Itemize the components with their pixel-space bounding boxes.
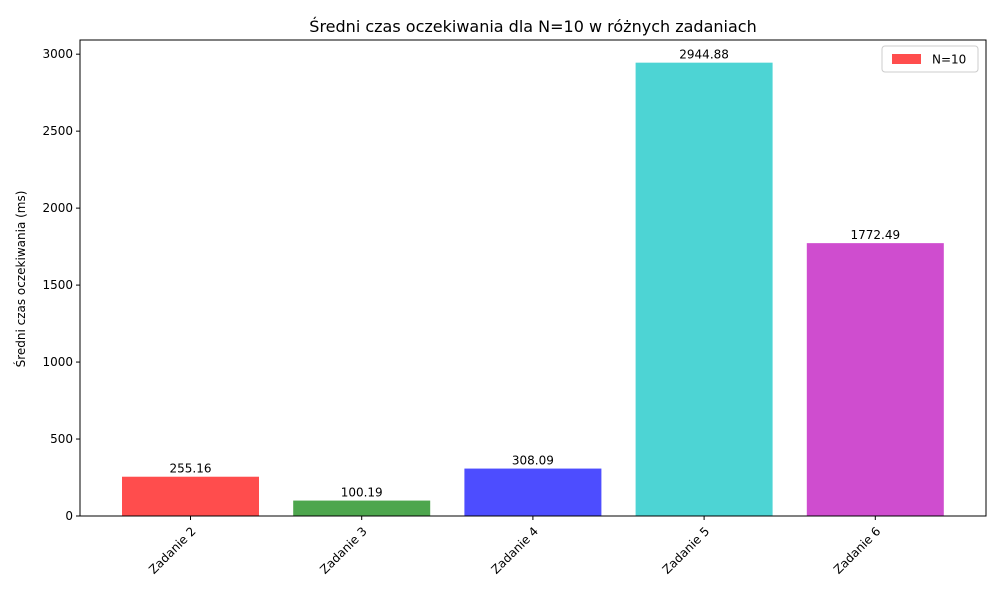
y-tick-label: 2000 bbox=[42, 201, 73, 215]
data-label: 308.09 bbox=[512, 454, 554, 468]
data-label: 2944.88 bbox=[679, 48, 729, 62]
plot-area: 255.16 Zadanie 2 100.19 Zadanie 3 308.09 Zada… bbox=[42, 39, 987, 577]
x-tick-label: Zadanie 3 bbox=[317, 524, 370, 577]
data-label: 100.19 bbox=[341, 486, 383, 500]
x-tick-label: Zadanie 6 bbox=[831, 524, 884, 577]
y-tick-label: 2500 bbox=[42, 124, 73, 138]
y-tick-label: 500 bbox=[50, 432, 73, 446]
y-tick-label: 3000 bbox=[42, 47, 73, 61]
x-tick-label: Zadanie 4 bbox=[488, 524, 541, 577]
bar bbox=[635, 62, 773, 517]
y-tick-label: 1500 bbox=[42, 278, 73, 292]
y-axis-label: Średni czas oczekiwania (ms) bbox=[13, 191, 28, 368]
x-tick-label: Zadanie 5 bbox=[660, 524, 713, 577]
legend: N=10 bbox=[881, 45, 979, 73]
data-label: 255.16 bbox=[170, 462, 212, 476]
legend-swatch bbox=[892, 54, 921, 64]
bar bbox=[122, 476, 259, 516]
bar bbox=[806, 243, 944, 516]
bar bbox=[293, 500, 431, 516]
plot-frame bbox=[79, 39, 987, 517]
bar bbox=[464, 468, 602, 516]
x-tick-label: Zadanie 2 bbox=[146, 524, 199, 577]
data-label: 1772.49 bbox=[850, 228, 900, 242]
chart-title: Średni czas oczekiwania dla N=10 w różny… bbox=[309, 17, 756, 36]
y-tick-label: 0 bbox=[65, 509, 73, 523]
legend-frame bbox=[881, 45, 979, 73]
legend-entry: N=10 bbox=[932, 53, 966, 67]
y-tick-label: 1000 bbox=[42, 355, 73, 369]
